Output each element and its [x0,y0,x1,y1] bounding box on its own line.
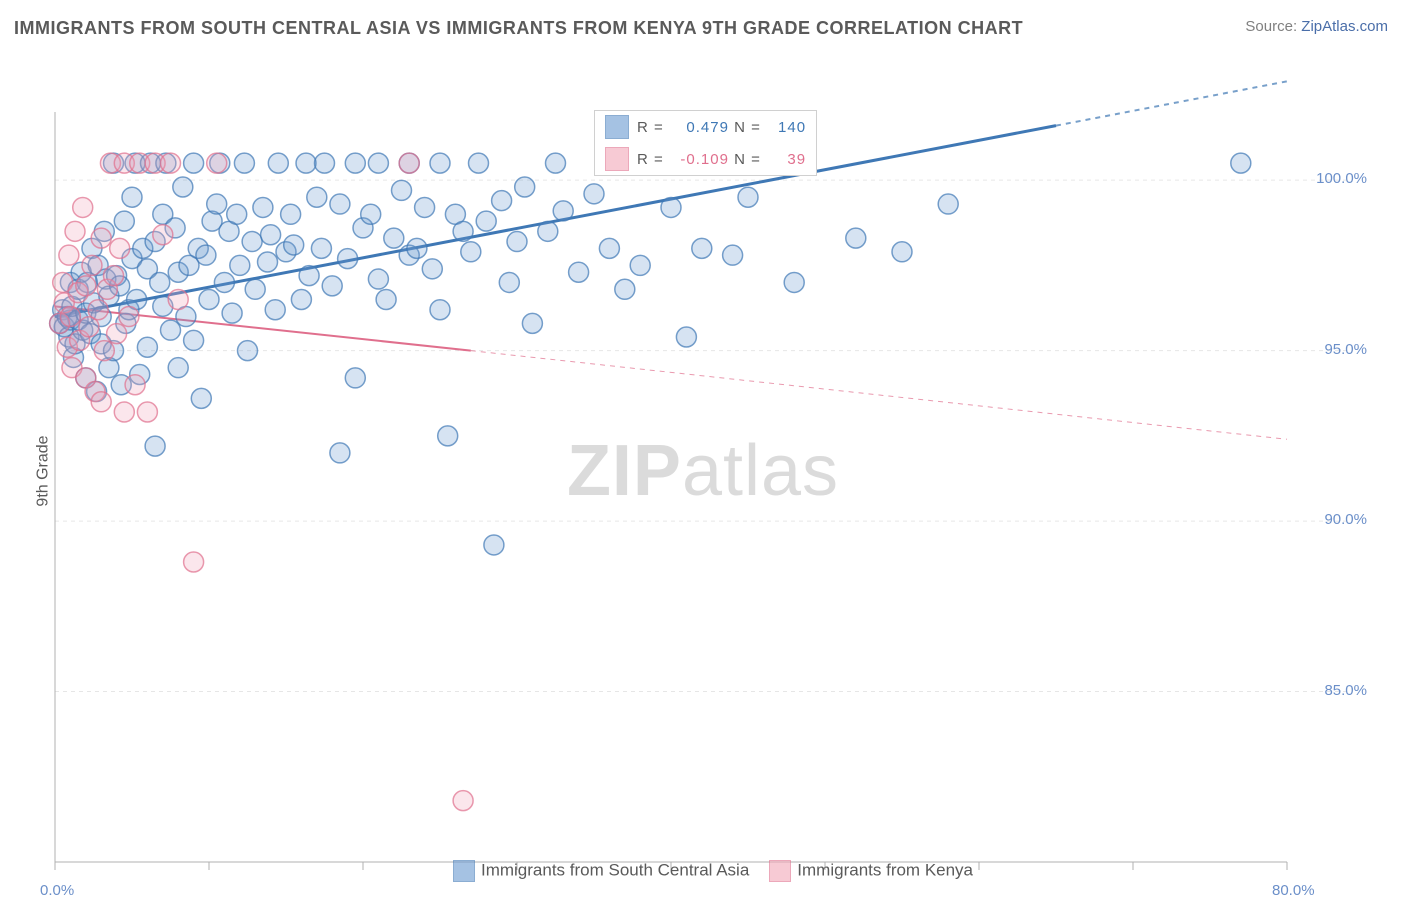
y-tick-label: 95.0% [1297,341,1367,358]
y-tick-label: 85.0% [1297,682,1367,699]
source-credit: Source: ZipAtlas.com [1245,18,1388,35]
series-label: Immigrants from Kenya [797,860,973,879]
series-swatch [769,860,791,882]
y-tick-label: 90.0% [1297,511,1367,528]
x-tick-label: 80.0% [1272,882,1315,899]
series-legend: Immigrants from South Central Asia Immigr… [0,860,1406,882]
y-tick-label: 100.0% [1297,170,1367,187]
series-label: Immigrants from South Central Asia [481,860,749,879]
legend-stat-text: R = -0.109 N = 39 [637,151,806,168]
legend-swatch [605,115,629,139]
x-tick-label: 0.0% [40,882,74,899]
legend-stats-box: R = 0.479 N = 140 R = -0.109 N = 39 [594,110,817,176]
source-label: Source: [1245,18,1301,35]
legend-stats-row: R = -0.109 N = 39 [595,143,816,175]
legend-stat-text: R = 0.479 N = 140 [637,119,806,136]
legend-swatch [605,147,629,171]
scatter-plot-svg [0,50,1406,892]
chart-title: IMMIGRANTS FROM SOUTH CENTRAL ASIA VS IM… [14,18,1023,39]
legend-stats-row: R = 0.479 N = 140 [595,111,816,143]
chart-area: 9th Grade ZIPatlas R = 0.479 N = 140R = … [0,50,1406,892]
source-link[interactable]: ZipAtlas.com [1301,18,1388,35]
series-swatch [453,860,475,882]
